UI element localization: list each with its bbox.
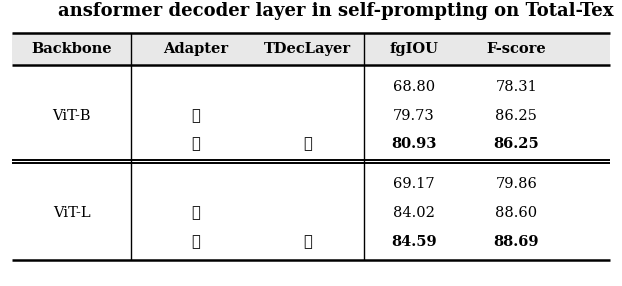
Text: 78.31: 78.31	[495, 80, 537, 94]
Text: Backbone: Backbone	[31, 42, 112, 55]
Text: ✓: ✓	[192, 109, 200, 123]
Text: Adapter: Adapter	[164, 42, 228, 55]
Text: 79.86: 79.86	[495, 178, 537, 191]
Text: 80.93: 80.93	[391, 138, 436, 151]
Bar	[12, 33, 610, 64]
Text: TDecLayer: TDecLayer	[264, 42, 351, 55]
Text: 69.17: 69.17	[393, 178, 434, 191]
Text: 88.60: 88.60	[495, 206, 537, 220]
Text: fgIOU: fgIOU	[389, 42, 438, 55]
Text: ✓: ✓	[304, 138, 312, 151]
Text: ✓: ✓	[192, 235, 200, 249]
Text: ViT-L: ViT-L	[53, 206, 90, 220]
Text: 86.25: 86.25	[493, 138, 539, 151]
Text: ansformer decoder layer in self-prompting on Total-Tex: ansformer decoder layer in self-promptin…	[58, 3, 614, 20]
Text: ✓: ✓	[304, 235, 312, 249]
Text: 84.02: 84.02	[392, 206, 435, 220]
Text: F-score: F-score	[486, 42, 546, 55]
Text: 86.25: 86.25	[495, 109, 537, 123]
Text: 88.69: 88.69	[493, 235, 539, 249]
Text: 79.73: 79.73	[392, 109, 435, 123]
Text: 68.80: 68.80	[392, 80, 435, 94]
Text: ViT-B: ViT-B	[52, 109, 91, 123]
Text: ✓: ✓	[192, 138, 200, 151]
Text: ✓: ✓	[192, 206, 200, 220]
Text: 84.59: 84.59	[391, 235, 437, 249]
